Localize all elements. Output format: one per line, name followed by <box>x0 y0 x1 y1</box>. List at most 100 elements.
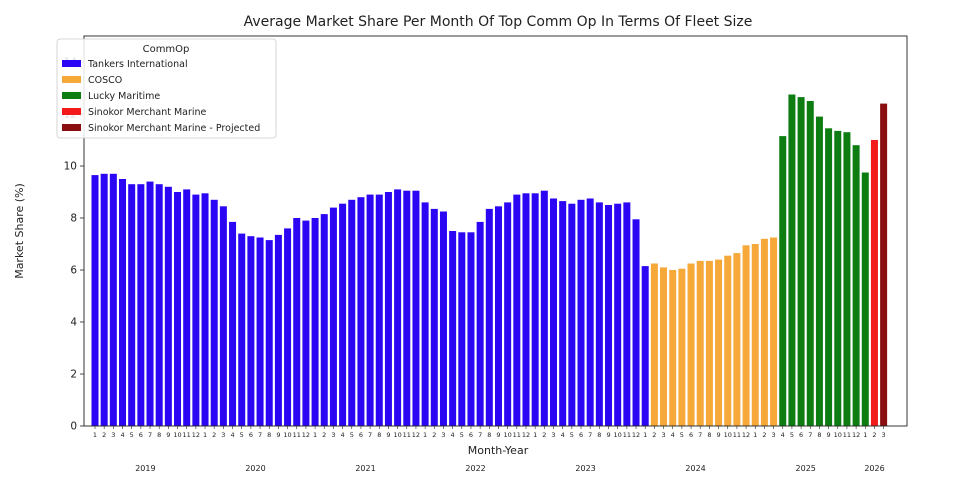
legend-swatch-cosco <box>62 76 81 83</box>
x-tick-label-78: 7 <box>808 431 812 439</box>
legend-swatch-sinokor <box>62 108 81 115</box>
x-tick-label-38: 3 <box>441 431 445 439</box>
bar-1 <box>100 173 108 426</box>
bar-70 <box>733 253 741 426</box>
y-axis-label: Market Share (%) <box>13 183 26 279</box>
x-tick-label-23: 12 <box>302 431 310 439</box>
bar-85 <box>870 140 878 426</box>
bar-6 <box>146 181 154 426</box>
legend-label-tankers: Tankers International <box>87 59 188 70</box>
x-tick-label-27: 4 <box>341 431 345 439</box>
legend-swatch-lucky <box>62 92 81 99</box>
x-tick-label-65: 6 <box>689 431 693 439</box>
x-tick-label-10: 11 <box>183 431 191 439</box>
x-tick-label-8: 9 <box>166 431 170 439</box>
bar-86 <box>880 103 888 426</box>
x-tick-label-35: 12 <box>412 431 420 439</box>
legend-label-sinokor-projected: Sinokor Merchant Marine - Projected <box>88 123 260 134</box>
bar-53 <box>577 199 585 426</box>
bar-2 <box>109 173 117 426</box>
x-axis: 1 2 3 4 5 6 7 8 9 10 11 12 1 2 3 4 5 6 7 8 9 10 11 12 1 2 3 4 5 6 7 8 9 1… <box>93 426 886 439</box>
bar-54 <box>586 198 594 426</box>
bar-64 <box>678 268 686 426</box>
bar-14 <box>219 206 227 426</box>
bar-58 <box>623 202 631 426</box>
bar-65 <box>687 263 695 426</box>
x-tick-label-17: 6 <box>249 431 253 439</box>
bar-39 <box>449 231 457 426</box>
x-tick-label-29: 6 <box>359 431 363 439</box>
x-tick-label-53: 6 <box>579 431 583 439</box>
bar-81 <box>834 130 842 426</box>
bar-69 <box>724 255 732 426</box>
x-tick-label-20: 9 <box>276 431 280 439</box>
bar-49 <box>540 190 548 426</box>
bar-group <box>91 94 888 427</box>
bar-17 <box>247 236 255 426</box>
bar-29 <box>357 197 365 426</box>
x-tick-label-34: 11 <box>403 431 411 439</box>
bar-13 <box>210 199 218 426</box>
legend-title: CommOp <box>143 44 190 55</box>
y-tick-label-2: 2 <box>70 369 77 381</box>
x-tick-label-1: 2 <box>102 431 106 439</box>
bar-77 <box>797 97 805 426</box>
bar-23 <box>302 220 310 426</box>
bar-83 <box>852 145 860 426</box>
x-tick-label-40: 5 <box>460 431 464 439</box>
x-tick-label-83: 12 <box>852 431 860 439</box>
x-tick-label-82: 11 <box>843 431 851 439</box>
x-tick-label-37: 2 <box>432 431 436 439</box>
bar-61 <box>650 263 658 426</box>
x-tick-label-26: 3 <box>331 431 335 439</box>
bar-46 <box>513 194 521 426</box>
bar-43 <box>485 208 493 426</box>
bar-12 <box>201 193 209 426</box>
x-tick-label-44: 9 <box>496 431 500 439</box>
bar-55 <box>595 202 603 426</box>
bar-7 <box>155 184 163 426</box>
bar-60 <box>641 266 649 426</box>
x-tick-label-3: 4 <box>120 431 124 439</box>
x-tick-label-71: 12 <box>742 431 750 439</box>
x-tick-label-32: 9 <box>386 431 390 439</box>
year-labels: 2019 2020 2021 2022 2023 2024 2025 2026 <box>135 464 884 473</box>
bar-41 <box>467 232 475 426</box>
plot-frame <box>83 35 908 427</box>
x-tick-label-0: 1 <box>93 431 97 439</box>
bar-10 <box>183 189 191 426</box>
x-tick-label-7: 8 <box>157 431 161 439</box>
bar-32 <box>384 192 392 426</box>
bar-79 <box>815 116 823 426</box>
bar-52 <box>568 203 576 426</box>
legend: CommOp Tankers International COSCO Lucky… <box>56 38 277 139</box>
x-tick-label-18: 7 <box>258 431 262 439</box>
x-tick-label-56: 9 <box>606 431 610 439</box>
y-tick-label-0: 0 <box>70 421 77 433</box>
bar-22 <box>293 218 301 426</box>
x-tick-label-67: 8 <box>707 431 711 439</box>
x-tick-label-72: 1 <box>753 431 757 439</box>
x-tick-label-15: 4 <box>230 431 234 439</box>
bar-8 <box>164 186 172 426</box>
x-tick-label-25: 2 <box>322 431 326 439</box>
legend-label-cosco: COSCO <box>88 75 122 86</box>
bar-48 <box>531 193 539 426</box>
bar-84 <box>861 172 869 426</box>
x-tick-label-43: 8 <box>487 431 491 439</box>
bar-68 <box>715 259 723 426</box>
x-tick-label-85: 2 <box>872 431 876 439</box>
x-tick-label-9: 10 <box>173 431 181 439</box>
x-tick-label-4: 5 <box>130 431 134 439</box>
x-tick-label-13: 2 <box>212 431 216 439</box>
x-tick-label-69: 10 <box>724 431 732 439</box>
bar-50 <box>550 198 557 426</box>
bar-45 <box>504 202 512 426</box>
bar-33 <box>394 189 402 426</box>
x-tick-label-66: 7 <box>698 431 702 439</box>
x-tick-label-16: 5 <box>240 431 244 439</box>
x-tick-label-36: 1 <box>423 431 427 439</box>
x-axis-label: Month-Year <box>468 444 529 457</box>
bar-21 <box>284 228 292 426</box>
x-tick-label-51: 4 <box>561 431 565 439</box>
